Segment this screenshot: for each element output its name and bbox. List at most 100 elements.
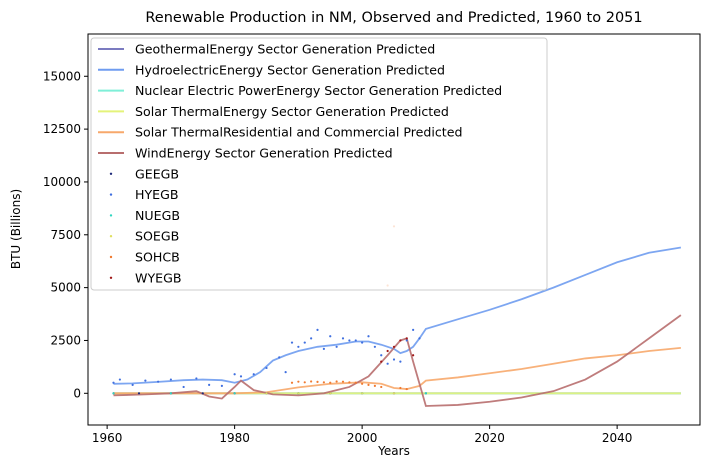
legend-label: Solar ThermalEnergy Sector Generation Pr…: [135, 104, 449, 119]
data-point-soegb: [265, 392, 268, 395]
legend-swatch-nuegb: [109, 214, 113, 217]
legend-label: WindEnergy Sector Generation Predicted: [135, 146, 393, 161]
series-line-windenergy-sector-generation-predicted: [113, 314, 682, 407]
data-point-sohcb: [303, 381, 306, 384]
y-tick-label: 7500: [50, 228, 81, 242]
data-point-hyegb: [252, 373, 255, 376]
legend-label: SOEGB: [135, 229, 179, 244]
data-point-sohcb: [316, 380, 319, 383]
legend-label: GEEGB: [135, 166, 179, 181]
data-point-nuegb: [424, 392, 427, 395]
data-point-soegb: [329, 392, 332, 395]
data-point-hyegb: [195, 377, 198, 380]
legend-label: SOHCB: [135, 250, 180, 265]
data-point-sohcb: [361, 382, 364, 385]
data-point-hyegb: [290, 341, 294, 344]
series-line-solar-thermalresidential-and-commercial-predicted: [113, 346, 681, 395]
legend: GeothermalEnergy Sector Generation Predi…: [90, 37, 548, 291]
data-point-soegb: [392, 392, 396, 395]
y-tick-label: 12500: [43, 122, 81, 136]
data-point-hyegb: [310, 337, 313, 340]
data-point-hyegb: [367, 335, 370, 338]
data-point-hyegb: [386, 362, 389, 365]
data-point-hyegb: [329, 335, 332, 338]
series-line-hydroelectricenergy-sector-generation-predicted: [113, 246, 682, 385]
data-point-wyegb: [380, 360, 383, 363]
data-point-sohcb: [322, 381, 325, 384]
data-point-hyegb: [354, 339, 357, 342]
data-point-nuegb: [169, 392, 172, 395]
data-point-sohcb: [367, 383, 370, 386]
data-point-hyegb: [239, 375, 243, 378]
y-tick-label: 2500: [50, 333, 81, 347]
legend-box: [90, 37, 548, 291]
data-point-sohcb: [297, 380, 300, 383]
data-point-sohcb: [341, 380, 345, 383]
chart-title: Renewable Production in NM, Observed and…: [145, 10, 642, 26]
legend-swatch-geegb: [109, 172, 113, 175]
data-point-hyegb: [380, 354, 383, 357]
data-point-hyegb: [208, 383, 211, 386]
data-point-sohcb: [405, 387, 408, 391]
legend-label: NUEGB: [135, 208, 180, 223]
data-point-hyegb: [335, 345, 338, 348]
data-point-hyegb: [284, 371, 287, 374]
points-layer: [112, 225, 427, 395]
legend-swatch-sohcb: [109, 255, 113, 259]
data-point-hyegb: [297, 345, 300, 348]
data-point-hyegb: [373, 345, 376, 348]
y-axis: 0 2500 5000 7500 10000 12500 15000: [43, 69, 88, 400]
y-tick-label: 10000: [43, 175, 81, 189]
data-point-hyegb: [182, 385, 185, 389]
data-point-soegb: [361, 392, 364, 395]
data-point-sohcb: [399, 386, 402, 390]
data-point-hyegb: [157, 380, 160, 383]
x-tick-label: 2020: [474, 431, 505, 445]
data-point-sohcb: [329, 381, 332, 384]
legend-label: Nuclear Electric PowerEnergy Sector Gene…: [135, 83, 502, 98]
data-point-hyegb: [361, 341, 364, 344]
data-point-hyegb: [112, 381, 115, 384]
legend-swatch-soegb: [109, 235, 113, 238]
data-point-sohcb: [335, 380, 338, 383]
legend-label: WYEGB: [135, 270, 182, 285]
data-point-sohcb: [348, 381, 351, 384]
data-point-nuegb: [112, 392, 115, 395]
data-point-hyegb: [144, 379, 147, 382]
legend-label: GeothermalEnergy Sector Generation Predi…: [135, 42, 435, 57]
x-tick-label: 2000: [347, 431, 378, 445]
x-tick-label: 2040: [602, 431, 633, 445]
data-point-wyegb: [392, 345, 396, 348]
legend-label: HYEGB: [135, 187, 179, 202]
data-point-geegb: [137, 392, 141, 395]
data-point-wyegb: [386, 349, 389, 353]
data-point-hyegb: [405, 339, 408, 342]
legend-swatch-hyegb: [109, 193, 113, 196]
y-tick-label: 0: [73, 386, 81, 400]
data-point-hyegb: [169, 378, 172, 381]
x-axis: 1960 1980 2000 2020 2040: [92, 425, 633, 445]
data-point-hyegb: [341, 337, 345, 340]
data-point-sohcb: [373, 384, 376, 387]
data-point-hyegb: [303, 341, 306, 344]
data-point-nuegb: [233, 392, 236, 395]
data-point-sohcb: [290, 381, 294, 384]
data-point-hyegb: [348, 339, 351, 342]
data-point-hyegb: [322, 347, 325, 351]
data-point-soegb: [297, 392, 300, 395]
data-point-geegb: [201, 392, 204, 395]
data-point-sohcb: [310, 380, 313, 383]
y-axis-label: BTU (Billions): [9, 189, 23, 269]
data-point-wyegb: [399, 339, 402, 342]
legend-label: HydroelectricEnergy Sector Generation Pr…: [135, 62, 445, 77]
data-point-hyegb: [220, 384, 223, 387]
legend-label: Solar ThermalResidential and Commercial …: [135, 125, 462, 140]
x-axis-label: Years: [377, 444, 410, 458]
data-point-hyegb: [418, 337, 421, 340]
legend-swatch-wyegb: [109, 276, 113, 279]
data-point-hyegb: [278, 356, 281, 359]
data-point-hyegb: [233, 373, 236, 376]
data-point-hyegb: [118, 378, 121, 381]
x-tick-label: 1980: [219, 431, 250, 445]
